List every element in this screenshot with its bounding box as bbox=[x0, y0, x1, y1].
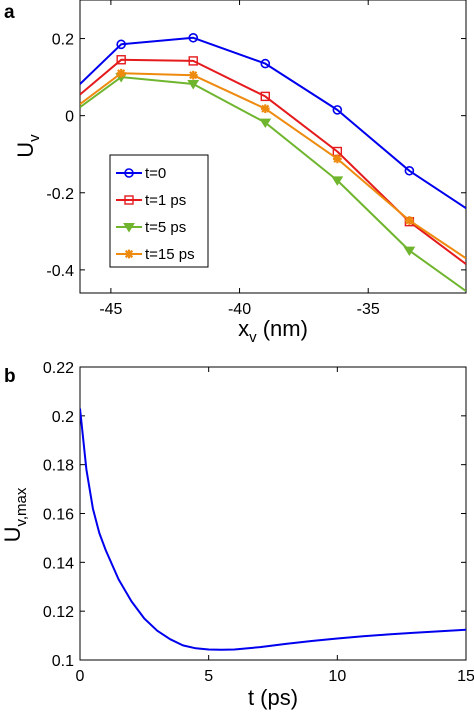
y-tick-label: 0.14 bbox=[43, 555, 74, 572]
panel-b-x-axis-label: t (ps) bbox=[248, 685, 298, 710]
x-tick-label: 0 bbox=[76, 668, 85, 685]
data-point bbox=[188, 70, 198, 80]
x-tick-label: -40 bbox=[228, 301, 251, 318]
y-tick-label: 0.18 bbox=[43, 458, 74, 475]
data-point bbox=[188, 56, 198, 66]
x-tick-label: 5 bbox=[204, 668, 213, 685]
series-0 bbox=[80, 408, 466, 651]
legend-marker bbox=[124, 249, 134, 259]
legend-marker bbox=[124, 195, 134, 205]
data-point bbox=[260, 58, 271, 69]
series-0 bbox=[80, 32, 466, 210]
legend-marker bbox=[124, 168, 134, 178]
panel-b-series bbox=[80, 408, 466, 651]
panel-a-legend: t=0 t=1 ps t=5 ps t=15 ps bbox=[109, 154, 209, 268]
x-tick-label: 10 bbox=[328, 668, 346, 685]
panel-b-x-ticks: 0 5 10 15 bbox=[76, 367, 474, 685]
legend-entry: t=5 ps bbox=[116, 219, 186, 236]
data-point bbox=[116, 68, 126, 78]
data-point bbox=[331, 176, 344, 186]
legend-label: t=15 ps bbox=[145, 246, 195, 263]
data-point bbox=[260, 91, 270, 102]
legend-label: t=5 ps bbox=[145, 219, 186, 236]
y-tick-label: 0.22 bbox=[43, 360, 74, 377]
panel-b-y-ticks: 0.1 0.12 0.14 0.16 0.18 0.2 0.22 bbox=[43, 360, 466, 670]
panel-b: b 0.1 0.12 0.14 0.16 0.18 0.2 0.22 0 5 10 15 Uv,m… bbox=[0, 360, 474, 710]
x-tick-label: -35 bbox=[357, 301, 380, 318]
data-point bbox=[260, 104, 270, 114]
data-point bbox=[259, 118, 272, 129]
panel-a-axes-box bbox=[79, 0, 467, 294]
data-point bbox=[188, 32, 199, 43]
y-tick-label: -0.2 bbox=[46, 186, 74, 203]
legend-label: t=0 bbox=[145, 165, 166, 182]
legend-entry: t=0 bbox=[116, 165, 166, 182]
legend-entry: t=1 ps bbox=[116, 192, 186, 209]
panel-b-y-axis-label: Uv,max bbox=[0, 487, 30, 542]
data-point bbox=[187, 80, 200, 90]
panel-b-axes-box bbox=[79, 366, 467, 661]
series-line bbox=[80, 408, 466, 651]
y-tick-label: 0.2 bbox=[52, 32, 74, 49]
data-point bbox=[332, 105, 343, 115]
data-point bbox=[404, 216, 414, 225]
data-point bbox=[332, 154, 342, 164]
y-tick-label: 0.1 bbox=[52, 653, 74, 670]
data-point bbox=[116, 39, 126, 50]
y-tick-label: 0.16 bbox=[43, 507, 74, 524]
x-tick-label: -45 bbox=[99, 301, 122, 318]
data-point bbox=[404, 165, 415, 176]
panel-a-x-ticks: -45 -40 -35 bbox=[99, 0, 380, 318]
legend-label: t=1 ps bbox=[145, 192, 186, 209]
panel-a-y-ticks: 0.2 0 -0.2 -0.4 bbox=[46, 32, 466, 280]
panel-b-letter: b bbox=[4, 366, 16, 387]
x-tick-label: 15 bbox=[457, 668, 474, 685]
panel-a-x-axis-label: xv (nm) bbox=[238, 316, 308, 346]
data-point bbox=[403, 246, 416, 257]
legend-entry: t=15 ps bbox=[116, 246, 195, 263]
panel-a-letter: a bbox=[4, 2, 15, 23]
y-tick-label: -0.4 bbox=[46, 263, 74, 280]
data-point bbox=[116, 55, 126, 65]
series-line bbox=[80, 36, 466, 210]
y-tick-label: 0 bbox=[65, 109, 74, 126]
y-tick-label: 0.2 bbox=[52, 409, 74, 426]
legend-marker bbox=[123, 223, 135, 233]
panel-a-series bbox=[80, 32, 466, 292]
series-3 bbox=[80, 68, 466, 260]
panel-a-y-axis-label: Uv bbox=[13, 134, 43, 158]
y-tick-label: 0.12 bbox=[43, 604, 74, 621]
panel-a: a 0.20-0.2-0.4 -45 -40 -35 Uv xv (nm) t=0t… bbox=[4, 0, 467, 346]
